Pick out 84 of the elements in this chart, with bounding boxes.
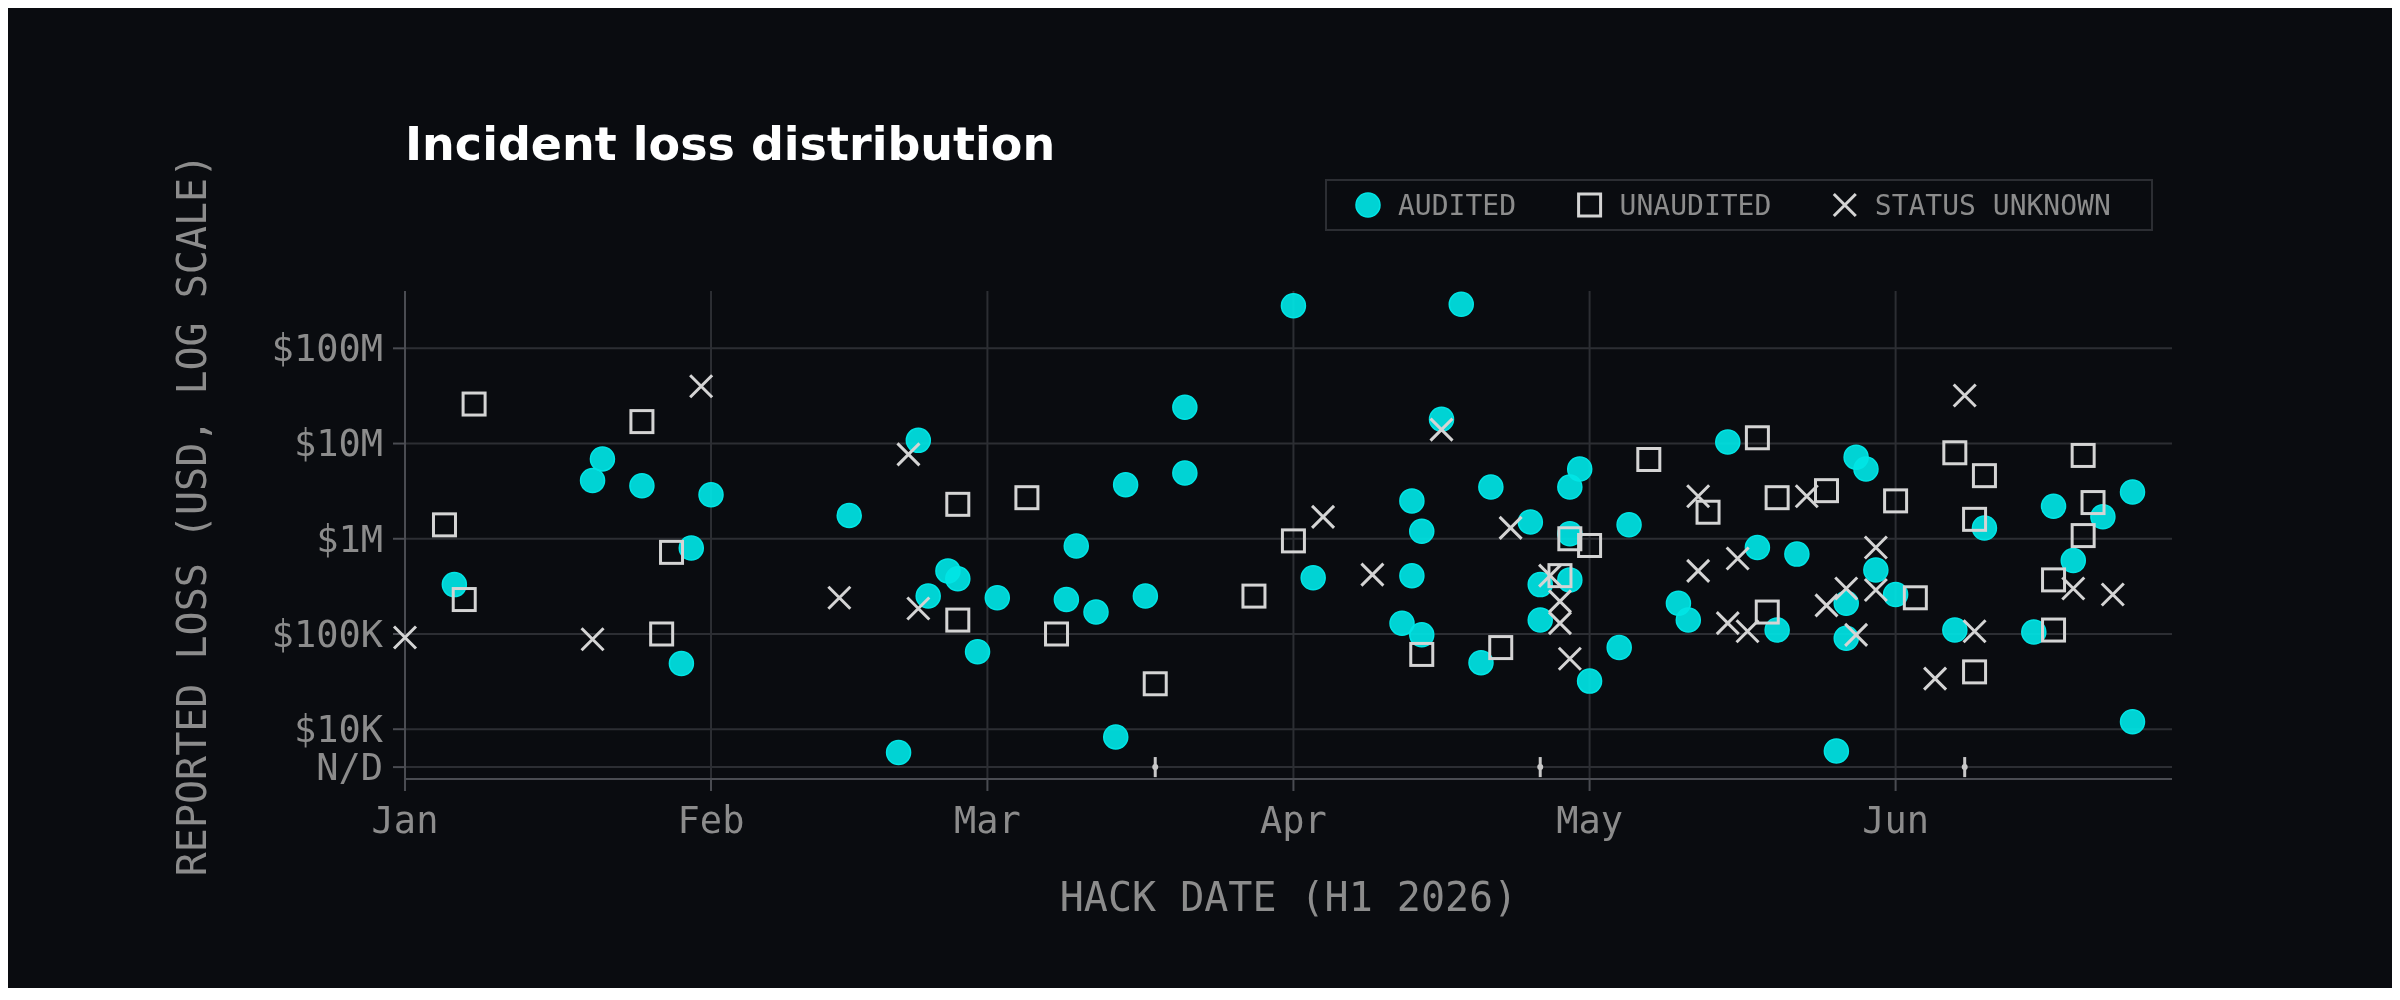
- point: [1685, 558, 1711, 584]
- point: [2060, 576, 2086, 602]
- point: [659, 539, 685, 565]
- point: [1695, 499, 1721, 525]
- point: [2100, 581, 2126, 607]
- point: [649, 621, 675, 647]
- point: [1902, 585, 1928, 611]
- legend-label: UNAUDITED: [1619, 188, 1772, 222]
- point: [1557, 646, 1583, 672]
- point: [431, 512, 457, 538]
- point: [1754, 599, 1780, 625]
- y-tick-label: $10M: [293, 422, 383, 466]
- point: [2080, 490, 2106, 516]
- point: [895, 441, 921, 467]
- point: [1537, 563, 1563, 589]
- point: [1044, 621, 1070, 647]
- point: [1409, 641, 1435, 667]
- point: [1547, 563, 1573, 589]
- point: [1152, 764, 1159, 771]
- point: [688, 373, 714, 399]
- x-tick-label: Jun: [1862, 799, 1930, 842]
- point: [461, 391, 487, 417]
- point: [1537, 764, 1544, 771]
- y-tick-label: $100M: [271, 327, 383, 371]
- point: [2070, 523, 2096, 549]
- point: [1636, 447, 1662, 472]
- x-tick-label: Mar: [954, 799, 1021, 842]
- point: [1547, 610, 1573, 636]
- point: [1359, 562, 1385, 588]
- point: [629, 409, 655, 435]
- point: [1764, 485, 1790, 511]
- x-tick-label: Feb: [677, 799, 745, 842]
- point: [1547, 588, 1573, 614]
- point: [1498, 515, 1524, 541]
- point: [1735, 618, 1761, 644]
- x-tick-label: Apr: [1260, 799, 1327, 842]
- point: [1429, 417, 1455, 443]
- point: [1241, 583, 1267, 609]
- point: [1014, 485, 1040, 511]
- x-axis-title: HACK DATE (H1 2026): [1059, 874, 1518, 920]
- point: [451, 587, 477, 613]
- point: [1971, 463, 1997, 489]
- point: [2070, 442, 2096, 468]
- point: [1488, 635, 1514, 661]
- point: [1863, 577, 1889, 603]
- point: [1685, 483, 1711, 509]
- point: [1725, 546, 1751, 572]
- point: [1280, 528, 1306, 554]
- point: [1142, 671, 1168, 697]
- point: [1814, 478, 1839, 504]
- point: [1883, 488, 1909, 514]
- point: [1922, 666, 1948, 692]
- legend-label: STATUS UNKNOWN: [1874, 188, 2111, 222]
- point: [1952, 382, 1978, 408]
- point: [1814, 592, 1839, 618]
- point: [905, 596, 931, 622]
- y-tick-label: $1M: [316, 517, 383, 561]
- point: [1962, 506, 1988, 532]
- chart-title: Incident loss distribution: [405, 117, 1056, 171]
- point: [2041, 617, 2067, 643]
- point: [2041, 567, 2067, 593]
- y-axis-title: REPORTED LOSS (USD, LOG SCALE): [169, 153, 215, 877]
- point: [1577, 532, 1603, 558]
- x-tick-label: Jan: [371, 799, 439, 842]
- point: [392, 624, 418, 650]
- point: [1557, 526, 1583, 552]
- point: [1961, 764, 1968, 771]
- point: [826, 585, 852, 611]
- point: [1863, 534, 1889, 560]
- point: [580, 626, 606, 652]
- y-tick-label: $100K: [271, 612, 384, 656]
- point: [1310, 504, 1336, 530]
- point: [945, 491, 971, 517]
- point: [1962, 618, 1988, 644]
- point: [1744, 425, 1770, 451]
- point: [945, 607, 971, 633]
- point: [1942, 440, 1968, 466]
- point: [1843, 622, 1869, 648]
- point: [1962, 659, 1988, 685]
- point: [1794, 483, 1820, 509]
- point: [1833, 576, 1859, 602]
- legend-label: AUDITED: [1398, 188, 1517, 222]
- point: [1715, 610, 1741, 636]
- x-tick-label: May: [1556, 799, 1623, 842]
